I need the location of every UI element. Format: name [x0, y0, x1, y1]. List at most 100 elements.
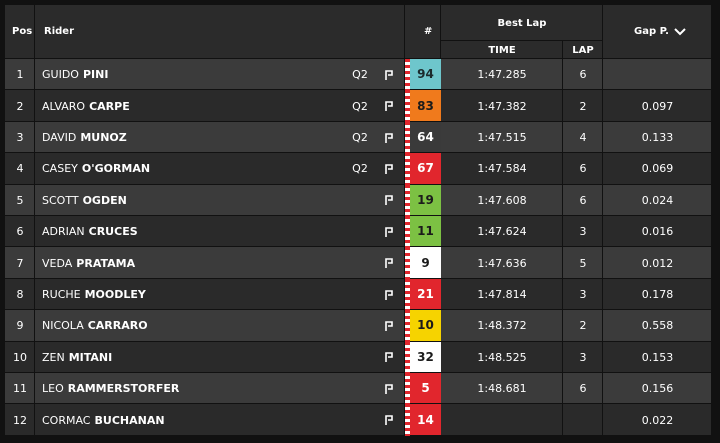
lap: 4 [579, 130, 587, 144]
position: 9 [16, 319, 24, 333]
pos-cell [5, 216, 35, 248]
time-cell [441, 404, 563, 436]
checker-stripe [405, 90, 410, 122]
best-time: 1:48.681 [477, 382, 527, 396]
best-time: 1:47.624 [477, 225, 527, 239]
checker-stripe [405, 121, 410, 154]
position: 10 [13, 350, 27, 364]
rider-name: LEO RAMMERSTORFER [42, 373, 179, 404]
gap-cell [603, 341, 712, 373]
rider-name: CORMAC BUCHANAN [42, 404, 165, 435]
rider-cell [35, 121, 405, 154]
rider-cell [35, 216, 405, 248]
last-name: OGDEN [82, 193, 127, 207]
gap-cell [603, 59, 712, 91]
last-name: CARRARO [87, 319, 148, 333]
first-name: ALVARO [42, 99, 86, 113]
q2-flag: Q2 [352, 68, 368, 82]
pos-cell [5, 310, 35, 342]
rider-name: GUIDO PINI [42, 59, 108, 90]
pit-icon [385, 132, 393, 143]
best-time: 1:47.814 [477, 287, 527, 301]
header-cell [603, 5, 712, 59]
header-gap[interactable]: Gap P. [634, 25, 669, 37]
last-name: MOODLEY [84, 287, 146, 301]
header-rider: Rider [44, 25, 74, 37]
q2-flag: Q2 [352, 130, 368, 144]
pit-icon [385, 164, 393, 174]
pos-cell [5, 184, 35, 216]
gap-cell [603, 216, 712, 248]
checker-stripe [405, 373, 410, 405]
first-name: CASEY [42, 162, 78, 176]
last-name: BUCHANAN [94, 413, 165, 427]
lap: 6 [579, 162, 587, 176]
number-box: 5 [410, 373, 441, 404]
best-time: 1:47.608 [477, 193, 527, 207]
lap: 2 [579, 319, 587, 333]
header-number: # [424, 25, 433, 37]
q2-flag: Q2 [352, 162, 368, 176]
lap-cell [563, 310, 603, 342]
checker-stripe [405, 341, 410, 373]
gap: 0.069 [641, 162, 674, 176]
rider-name: SCOTT OGDEN [42, 185, 127, 216]
lap-cell [563, 90, 603, 122]
checker-stripe [405, 310, 410, 342]
first-name: GUIDO [42, 68, 79, 82]
rider-name: VEDA PRATAMA [42, 247, 135, 278]
last-name: MUNOZ [80, 130, 127, 144]
gap-cell [603, 404, 712, 436]
rider-cell [35, 247, 405, 279]
rider-cell [35, 90, 405, 122]
rider-name: NICOLA CARRARO [42, 310, 148, 341]
number-box: 67 [410, 153, 441, 184]
gap-cell [603, 153, 712, 185]
time-cell [441, 247, 563, 279]
rider-cell [35, 59, 405, 91]
time-cell [441, 184, 563, 216]
header-pos: Pos [12, 25, 33, 37]
checker-stripe [405, 59, 410, 91]
checker-stripe [405, 278, 410, 311]
lap-cell [563, 341, 603, 373]
number-box: 64 [410, 121, 441, 153]
rider-cell [35, 341, 405, 373]
number-box: 21 [410, 278, 441, 310]
pos-cell [5, 121, 35, 154]
lap: 5 [579, 256, 587, 270]
lap-cell [563, 184, 603, 216]
lap: 6 [579, 193, 587, 207]
last-name: MITANI [68, 350, 113, 364]
position: 1 [16, 68, 24, 82]
rider-name: ADRIAN CRUCES [42, 216, 138, 247]
position: 2 [16, 99, 24, 113]
first-name: DAVID [42, 130, 77, 144]
pos-cell [5, 90, 35, 122]
gap-cell [603, 247, 712, 279]
header-cell [563, 41, 603, 59]
last-name: O'GORMAN [81, 162, 151, 176]
last-name: CRUCES [88, 225, 138, 239]
position: 8 [16, 287, 24, 301]
lap: 2 [579, 99, 587, 113]
lap-cell [563, 247, 603, 279]
pos-cell [5, 341, 35, 373]
gap: 0.153 [641, 350, 674, 364]
lap: 3 [579, 225, 587, 239]
pit-icon [385, 352, 393, 363]
header-lap: LAP [572, 44, 594, 56]
rider-cell [35, 184, 405, 216]
time-cell [441, 90, 563, 122]
lap-cell [563, 59, 603, 91]
position: 4 [16, 162, 24, 176]
gap: 0.024 [641, 193, 674, 207]
rider-cell [35, 373, 405, 405]
gap-cell [603, 90, 712, 122]
pit-icon [385, 101, 393, 112]
first-name: RUCHE [42, 287, 81, 301]
number-box: 32 [410, 341, 441, 372]
gap: 0.133 [641, 130, 674, 144]
sort-chevron[interactable] [674, 27, 686, 36]
